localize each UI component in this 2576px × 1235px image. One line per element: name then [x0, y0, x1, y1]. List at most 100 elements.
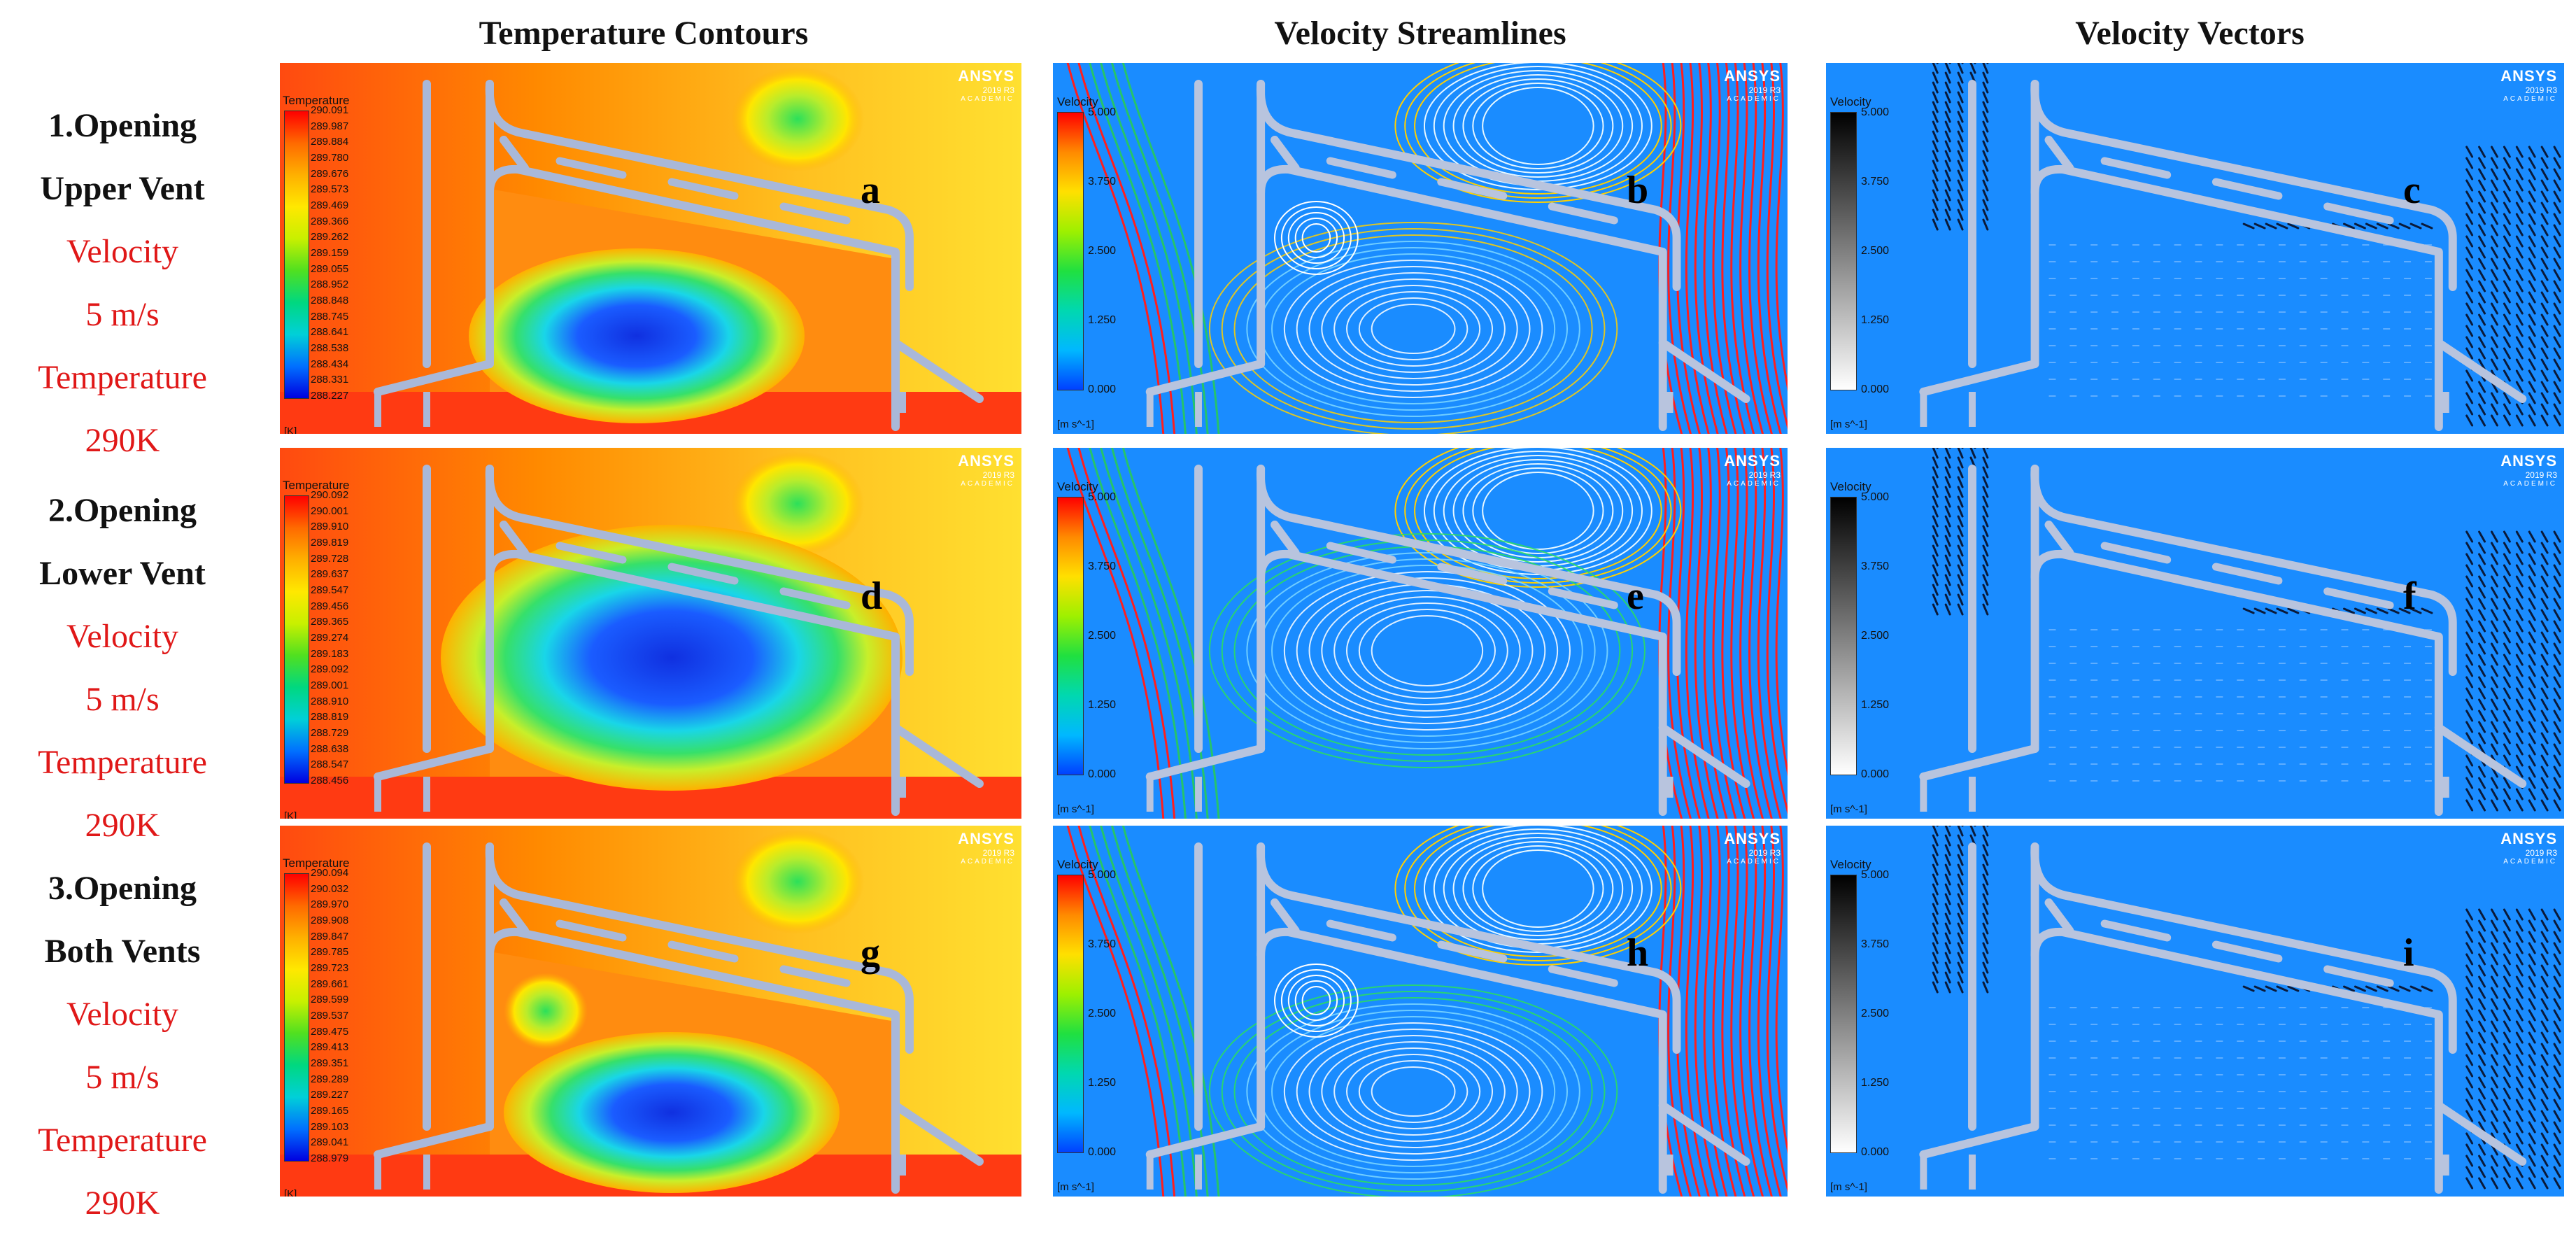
temperature-legend: Temperature 290.094 290.032 289.970 289.908 2… — [283, 856, 350, 1197]
legend-unit: [m s^-1] — [1057, 418, 1094, 430]
legend-tick: 289.573 — [311, 183, 349, 196]
ansys-version: 2019 R3 — [982, 848, 1014, 858]
legend-tick: 288.641 — [311, 326, 349, 339]
ansys-name: ANSYS — [2500, 452, 2557, 470]
ansys-watermark: ANSYS 2019 R3 ACADEMIC — [1718, 830, 1781, 866]
legend-tick: 3.750 — [1088, 176, 1117, 188]
row-label-l3: Temperature — [38, 744, 207, 781]
ansys-name: ANSYS — [2500, 830, 2557, 847]
legend-tick: 288.848 — [311, 294, 349, 306]
legend-tick: 288.434 — [311, 358, 349, 370]
legend-tick: 3.750 — [1088, 560, 1117, 572]
legend-tick: 289.987 — [311, 120, 349, 132]
legend-unit: [m s^-1] — [1830, 803, 1867, 815]
legend-tick: 290.092 — [311, 489, 349, 501]
legend-tick: 1.250 — [1088, 314, 1117, 326]
panel-letter: e — [1627, 574, 1644, 618]
ansys-version: 2019 R3 — [1748, 85, 1781, 95]
ansys-name: ANSYS — [1724, 67, 1781, 85]
legend-tick: 289.884 — [311, 136, 349, 148]
legend-tick: 288.910 — [311, 695, 349, 707]
legend-unit: [m s^-1] — [1057, 1181, 1094, 1193]
legend-title: Temperature — [283, 479, 350, 492]
legend-tick: 2.500 — [1861, 1008, 1890, 1019]
legend-tick: 0.000 — [1861, 383, 1890, 395]
legend-tick: 288.952 — [311, 278, 349, 291]
legend-unit: [m s^-1] — [1830, 1181, 1867, 1193]
streamline-panel: Velocity 5.000 3.750 2.500 1.250 0.000 [m s^-1… — [1053, 63, 1788, 434]
legend-title: Velocity — [1830, 480, 1871, 493]
ansys-edition: ACADEMIC — [961, 95, 1014, 103]
legend-tick: 3.750 — [1088, 938, 1117, 950]
legend-tick: 290.032 — [311, 882, 349, 895]
legend-tick: 288.729 — [311, 726, 349, 739]
ansys-watermark: ANSYS 2019 R3 ACADEMIC — [2494, 830, 2557, 866]
legend-tick: 289.475 — [311, 1025, 349, 1038]
legend-tick: 290.091 — [311, 104, 349, 116]
row-label-l1: Velocity — [66, 618, 178, 655]
streamline-panel: Velocity 5.000 3.750 2.500 1.250 0.000 [m s^-1… — [1053, 448, 1788, 819]
ansys-edition: ACADEMIC — [961, 480, 1014, 488]
ansys-name: ANSYS — [2500, 67, 2557, 85]
row-label-l4: 290K — [85, 807, 160, 844]
legend-tick: 3.750 — [1861, 938, 1890, 950]
legend-tick: 2.500 — [1861, 630, 1890, 642]
ansys-edition: ACADEMIC — [2503, 858, 2557, 866]
column-title-streamlines: Velocity Streamlines — [1274, 15, 1566, 52]
ansys-version: 2019 R3 — [1748, 848, 1781, 858]
legend-tick: 1.250 — [1861, 1077, 1890, 1089]
temperature-panel: Temperature 290.092 290.001 289.910 289.819 2… — [280, 448, 1021, 819]
legend-tick: 289.676 — [311, 167, 349, 180]
legend-tick: 5.000 — [1861, 106, 1890, 118]
legend-tick: 5.000 — [1861, 491, 1890, 503]
temperature-panel: Temperature 290.091 289.987 289.884 289.780 2… — [280, 63, 1021, 434]
legend-tick: 290.001 — [311, 504, 349, 517]
row-label-title2: Upper Vent — [40, 170, 205, 207]
legend-tick: 288.331 — [311, 374, 349, 386]
vector-panel: Velocity 5.000 3.750 2.500 1.250 0.000 [m s^-1… — [1826, 826, 2564, 1197]
legend-tick: 1.250 — [1861, 314, 1890, 326]
ansys-watermark: ANSYS 2019 R3 ACADEMIC — [2494, 452, 2557, 488]
ansys-name: ANSYS — [958, 452, 1014, 470]
legend-unit: [m s^-1] — [1830, 418, 1867, 430]
legend-tick: 289.599 — [311, 994, 349, 1006]
legend-title: Temperature — [283, 856, 350, 870]
ansys-watermark: ANSYS 2019 R3 ACADEMIC — [1718, 452, 1781, 488]
vector-panel: Velocity 5.000 3.750 2.500 1.250 0.000 [m s^-1… — [1826, 63, 2564, 434]
legend-unit: [m s^-1] — [1057, 803, 1094, 815]
colorbar — [1830, 112, 1857, 390]
legend-tick: 289.262 — [311, 231, 349, 244]
legend-tick: 289.351 — [311, 1057, 349, 1069]
legend-tick: 0.000 — [1088, 1146, 1117, 1158]
panel-letter: i — [2403, 931, 2414, 975]
temperature-panel: Temperature 290.094 290.032 289.970 289.908 2… — [280, 826, 1021, 1197]
legend-tick: 0.000 — [1088, 768, 1117, 780]
row-label-title1: 2.Opening — [48, 492, 197, 529]
legend-tick: 5.000 — [1088, 491, 1117, 503]
velocity-legend: Velocity 5.000 3.750 2.500 1.250 0.000 [m s^-1… — [1057, 480, 1116, 815]
streamline-panel: Velocity 5.000 3.750 2.500 1.250 0.000 [m s^-1… — [1053, 826, 1788, 1197]
temperature-legend: Temperature 290.092 290.001 289.910 289.819 2… — [283, 479, 350, 819]
legend-tick: 289.041 — [311, 1136, 349, 1149]
legend-tick: 289.159 — [311, 246, 349, 259]
panel-letter: h — [1627, 931, 1649, 975]
legend-tick: 289.092 — [311, 663, 349, 676]
legend-title: Velocity — [1830, 95, 1871, 108]
legend-tick: 5.000 — [1861, 869, 1890, 881]
row-label-title1: 1.Opening — [48, 107, 197, 144]
colorbar — [1057, 875, 1084, 1153]
legend-tick: 289.785 — [311, 946, 349, 959]
row-label-l2: 5 m/s — [85, 296, 160, 333]
legend-tick: 289.456 — [311, 600, 349, 612]
legend-tick: 289.819 — [311, 536, 349, 549]
ansys-version: 2019 R3 — [1748, 470, 1781, 480]
ansys-edition: ACADEMIC — [2503, 95, 2557, 103]
ansys-name: ANSYS — [958, 67, 1014, 85]
ansys-version: 2019 R3 — [982, 470, 1014, 480]
velocity-legend: Velocity 5.000 3.750 2.500 1.250 0.000 [m s^-1… — [1830, 95, 1889, 430]
column-title-temperature: Temperature Contours — [479, 15, 809, 52]
legend-ticks: 290.094 290.032 289.970 289.908 289.847 289.7… — [311, 868, 348, 1164]
legend-tick: 289.970 — [311, 898, 349, 911]
ansys-watermark: ANSYS 2019 R3 ACADEMIC — [951, 830, 1014, 866]
legend-tick: 289.365 — [311, 616, 349, 628]
